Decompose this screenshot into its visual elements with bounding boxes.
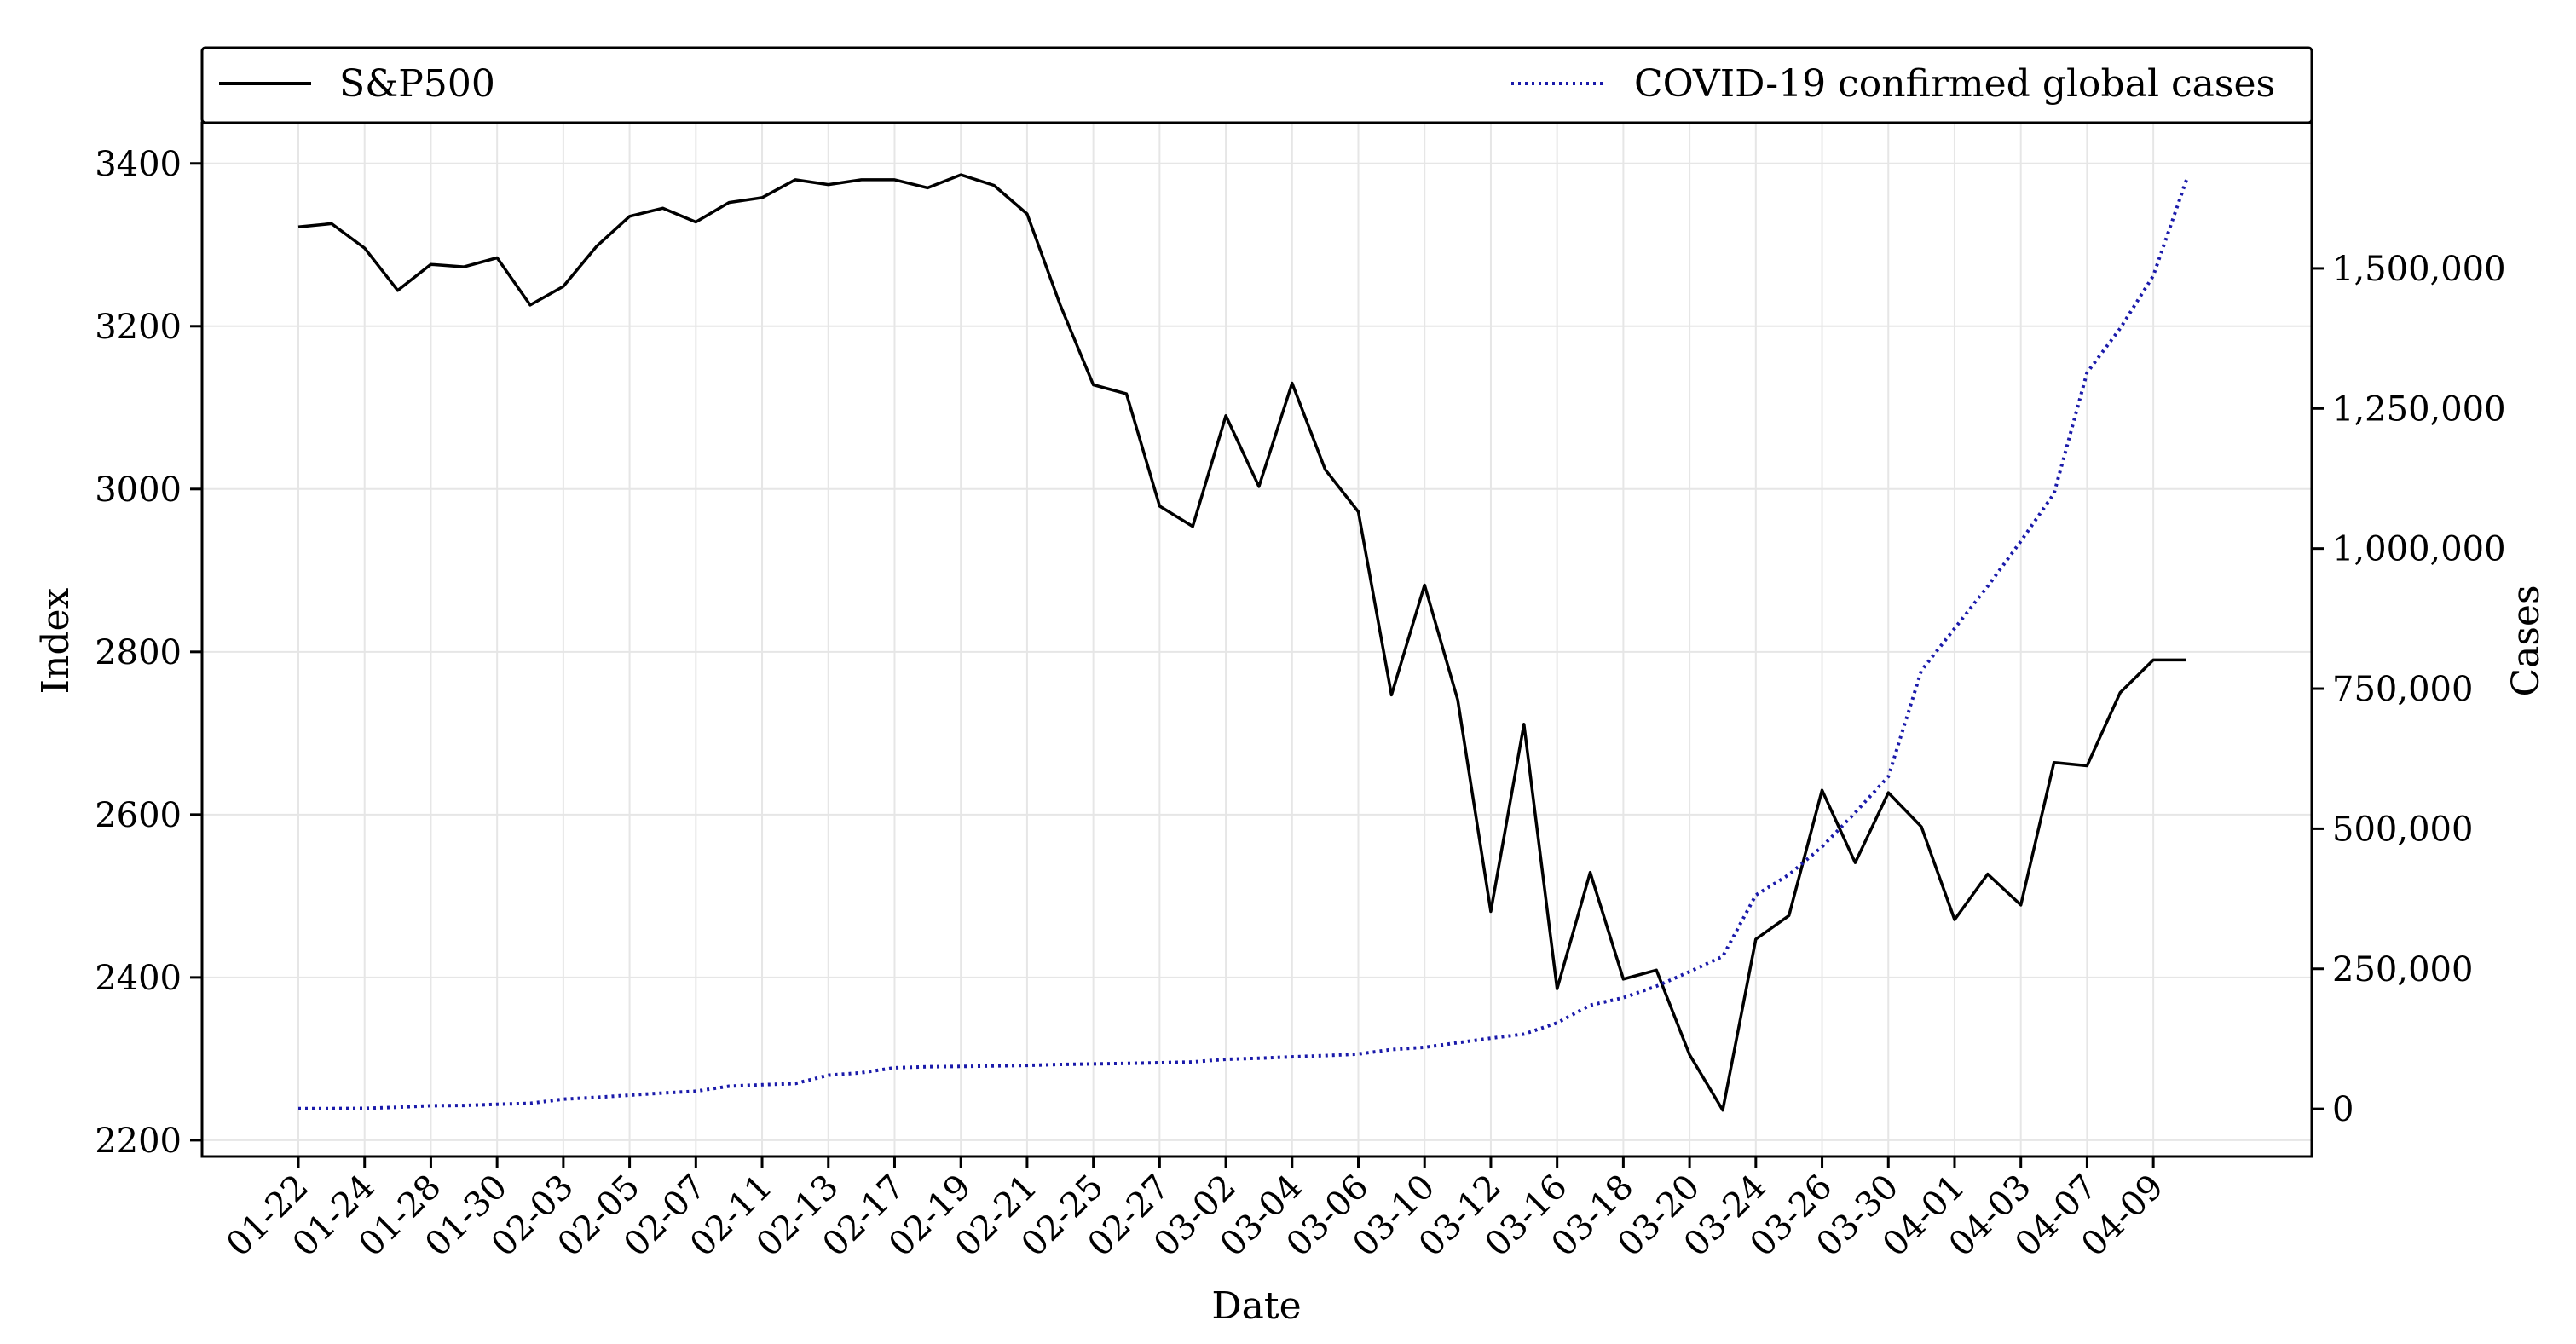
plot-frame (200, 121, 2313, 1158)
right-axis-tick-label: 1,500,000 (2332, 250, 2506, 289)
series-line-sp500 (297, 173, 2186, 1112)
right-axis-tick-label: 750,000 (2332, 670, 2473, 709)
left-axis-tick-label: 2600 (95, 796, 182, 835)
right-axis-tick-label: 500,000 (2332, 810, 2473, 849)
left-axis-tick-label: 3200 (95, 308, 182, 347)
right-axis-tick-label: 1,000,000 (2332, 530, 2506, 569)
left-axis: 2200 2400 2600 2800 3000 3200 3400 (95, 145, 202, 1161)
left-axis-tick-label: 2200 (95, 1122, 182, 1161)
series-layer (297, 173, 2188, 1112)
right-axis: 0 250,000 500,000 750,000 1,000,000 1,250,000… (2312, 250, 2506, 1129)
right-axis-title: Cases (2504, 585, 2548, 696)
legend-label-sp500: S&P500 (339, 62, 495, 106)
left-axis-tick-label: 3400 (95, 145, 182, 184)
left-axis-tick-label: 2800 (95, 633, 182, 672)
grid-layer (202, 123, 2312, 1157)
left-axis-tick-label: 2400 (95, 959, 182, 998)
x-axis-title: Date (1211, 1284, 1301, 1328)
left-axis-tick-label: 3000 (95, 470, 182, 510)
left-axis-title: Index (34, 587, 78, 694)
legend-label-covid: COVID-19 confirmed global cases (1634, 62, 2275, 106)
x-axis: 01-2201-2401-2801-3002-0302-0502-0702-11… (219, 1157, 2171, 1265)
right-axis-tick-label: 1,250,000 (2332, 389, 2506, 429)
right-axis-tick-label: 0 (2332, 1090, 2354, 1129)
legend: S&P500 COVID-19 confirmed global cases (200, 46, 2313, 124)
right-axis-tick-label: 250,000 (2332, 950, 2473, 989)
legend-box (200, 46, 2313, 124)
series-line-covid-cases (297, 179, 2188, 1110)
